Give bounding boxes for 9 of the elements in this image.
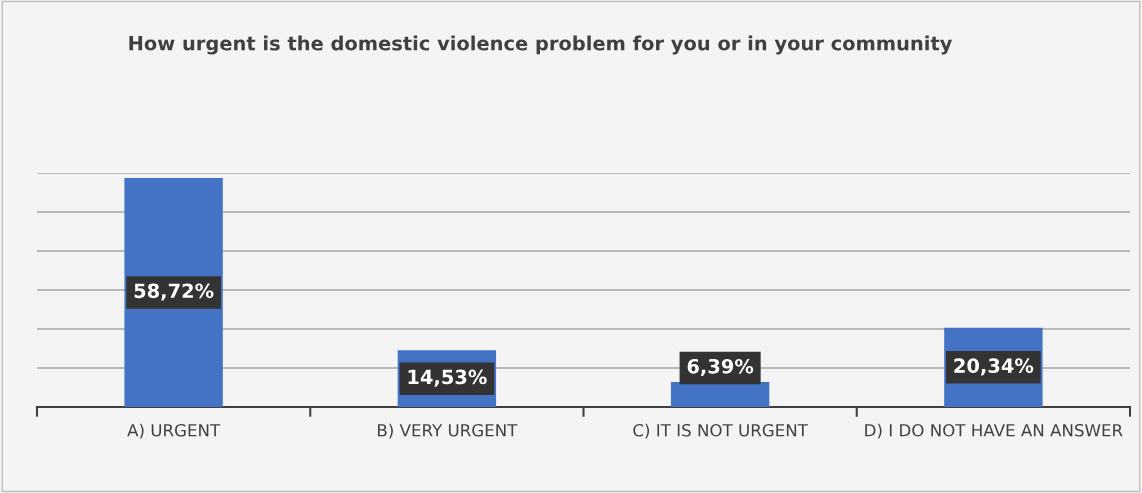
data-label: 6,39% (687, 358, 754, 377)
x-tick-label: B) VERY URGENT (377, 423, 518, 439)
data-label: 58,72% (134, 283, 214, 301)
data-label: 20,34% (954, 358, 1034, 376)
data-label: 14,53% (408, 369, 487, 387)
chart-title: How urgent is the domestic violence problem for you or in your community (129, 35, 953, 55)
x-tick-label: C) IT IS NOT URGENT (633, 423, 808, 439)
x-tick-label: A) URGENT (127, 423, 221, 439)
x-tick-label: D) I DO NOT HAVE AN ANSWER (865, 423, 1123, 439)
